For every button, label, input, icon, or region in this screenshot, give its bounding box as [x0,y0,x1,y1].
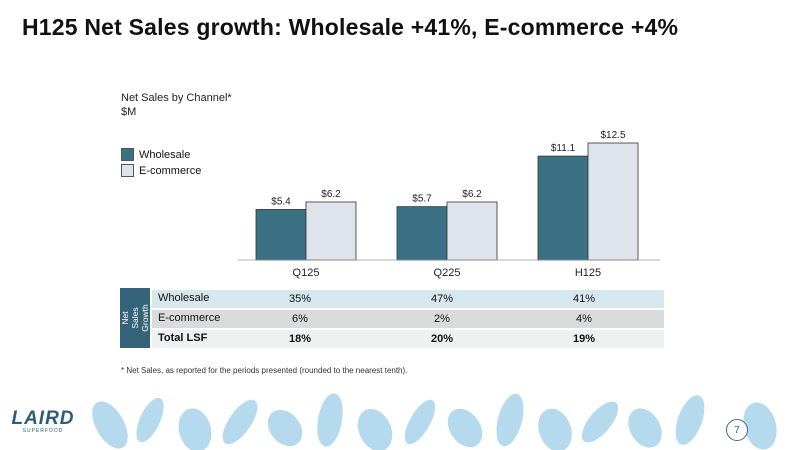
legend-item-ecommerce: E-commerce [121,164,201,177]
leaf-shape [675,395,705,445]
x-tick-label: Q225 [434,267,461,279]
bar-chart: $5.4 $6.2 Q125 $5.7 $6.2 Q225 $11.1 $12.5 H125 [238,130,660,279]
leaf-shape [538,408,572,450]
growth-side-label: Net Sales Growth [120,288,150,348]
legend-item-wholesale: Wholesale [121,148,190,161]
growth-row-label: E-commerce [158,312,221,324]
bar-value-label: $12.5 [600,130,625,141]
leaf-shape [357,408,393,450]
x-tick-label: H125 [575,267,601,279]
leaf-shape [222,399,258,445]
leaf-shape [178,408,212,450]
leaf-shape [317,393,343,447]
growth-cell: 18% [288,333,312,345]
legend-label-ecommerce: E-commerce [139,164,202,177]
legend-swatch-ecommerce [121,164,134,177]
leaf-shape [628,408,662,448]
laird-logo: LAIRD SUPERFOOD [11,408,75,434]
growth-cell: 2% [434,313,450,325]
leaf-shape [92,401,128,449]
bar-ecommerce-h125 [587,142,639,261]
bar-wholesale-h125 [537,155,589,261]
chart-unit-label: $M [121,106,137,118]
growth-row-label: Wholesale [158,292,210,304]
growth-cell: 35% [288,293,312,305]
leaf-shape [404,399,436,445]
growth-row-wholesale: Wholesale 35% 47% 41% [152,290,664,308]
growth-row-total: Total LSF 18% 20% 19% [152,330,664,348]
leaf-shape [267,409,303,447]
legend-swatch-wholesale [121,148,134,161]
bar-wholesale-q125 [255,209,307,261]
leaf-shape [447,408,483,448]
legend-label-wholesale: Wholesale [139,148,191,161]
footnote: * Net Sales, as reported for the periods… [121,366,408,375]
bar-value-label: $5.4 [271,196,291,207]
leaf-shape [581,401,619,443]
leaf-shape [743,402,777,450]
growth-row-ecommerce: E-commerce 6% 2% 4% [152,310,664,328]
growth-cell: 6% [292,313,308,325]
growth-row-label: Total LSF [158,332,208,344]
growth-cell: 20% [430,333,454,345]
growth-cell: 47% [430,293,454,305]
page-number: 7 [726,419,748,441]
growth-cell: 41% [572,293,596,305]
bar-value-label: $6.2 [321,189,341,200]
bar-value-label: $11.1 [551,143,576,154]
leaf-shape [136,397,164,443]
x-tick-label: Q125 [293,267,320,279]
leaf-shape [496,393,524,447]
growth-cell: 4% [576,313,592,325]
bar-ecommerce-q225 [446,201,498,261]
bar-ecommerce-q125 [305,201,357,261]
growth-cell: 19% [572,333,596,345]
bar-value-label: $5.7 [412,194,432,205]
bar-wholesale-q225 [396,206,448,261]
leaf-decoration [92,393,777,450]
slide-title: H125 Net Sales growth: Wholesale +41%, E… [22,14,679,40]
chart-title: Net Sales by Channel* [121,92,232,104]
bar-value-label: $6.2 [462,189,482,200]
